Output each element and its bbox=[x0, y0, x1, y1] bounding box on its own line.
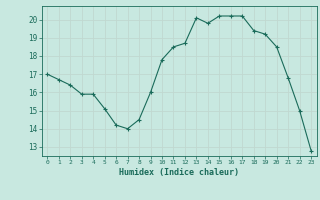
X-axis label: Humidex (Indice chaleur): Humidex (Indice chaleur) bbox=[119, 168, 239, 177]
